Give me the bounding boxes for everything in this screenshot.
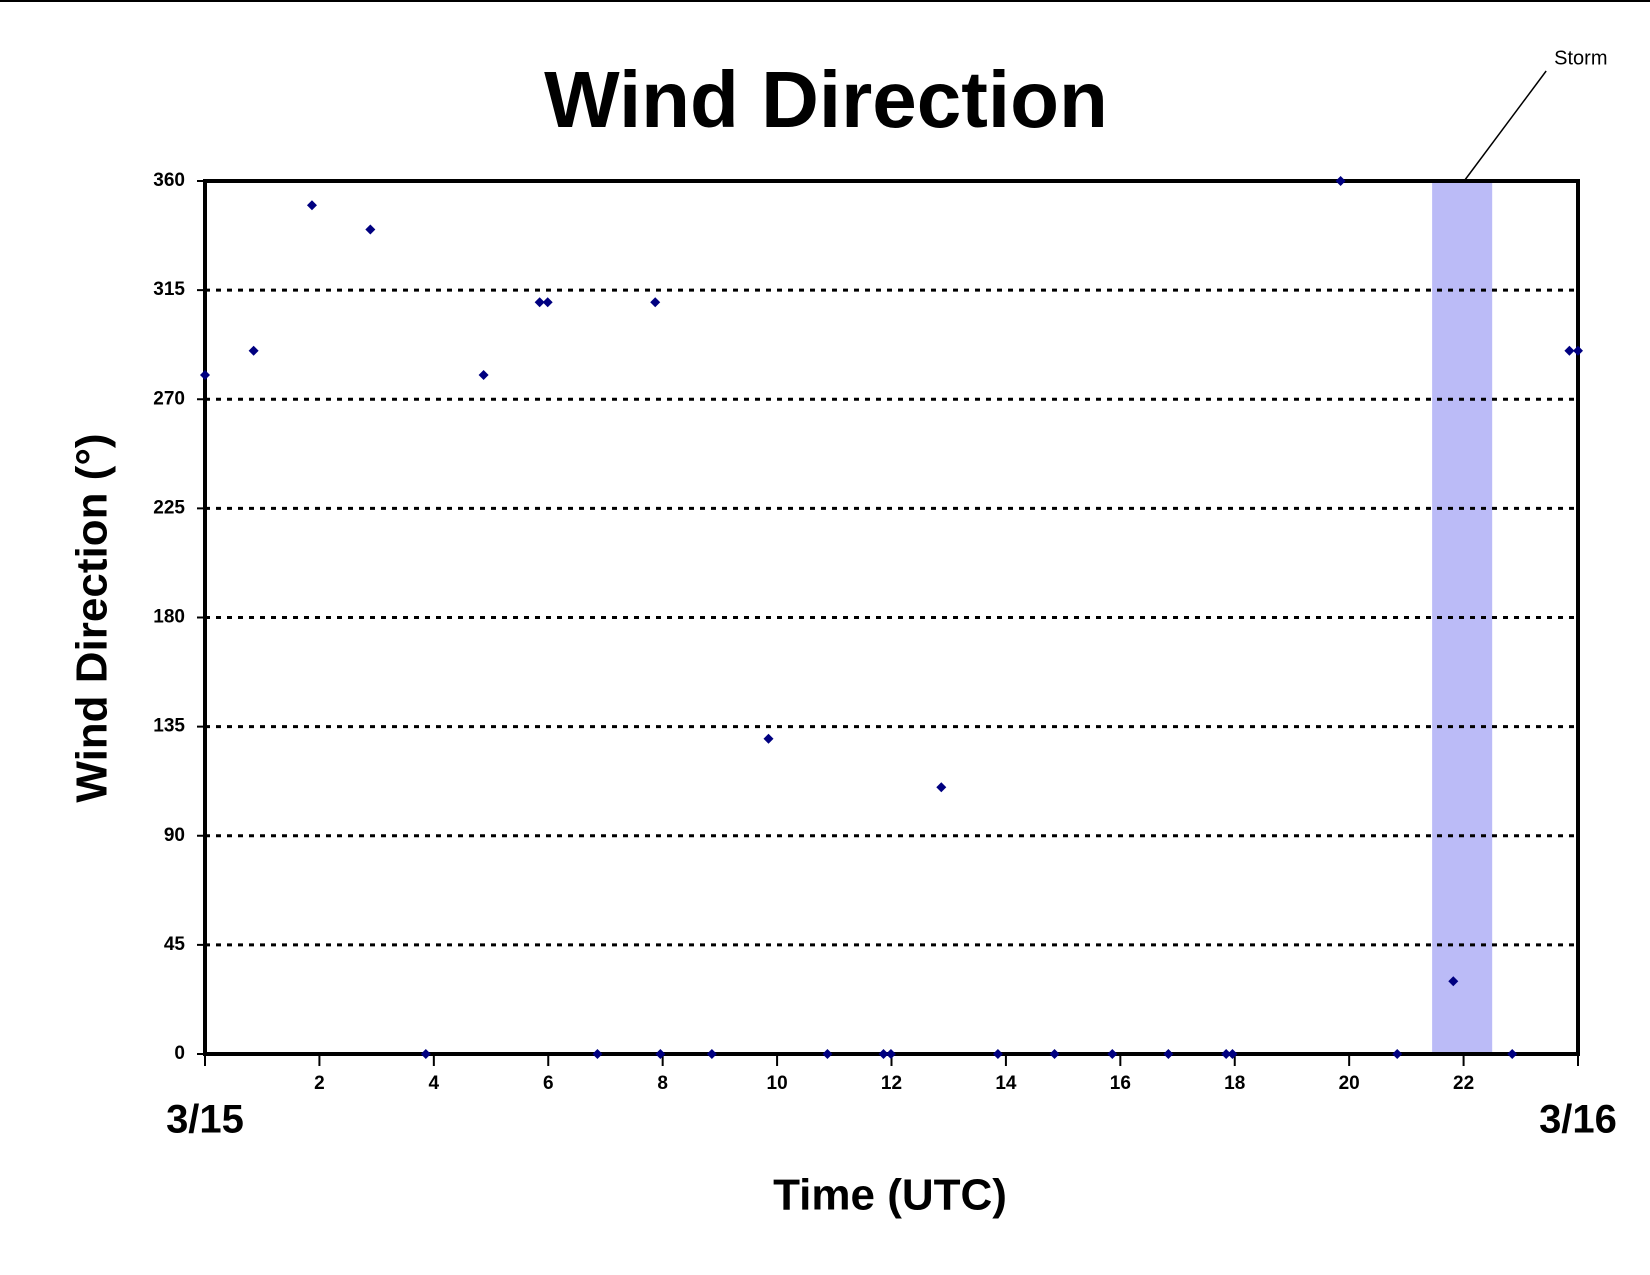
y-tick-label: 135	[153, 716, 185, 737]
data-point	[1049, 1049, 1060, 1059]
data-point	[763, 733, 774, 744]
data-point	[592, 1049, 603, 1059]
data-point	[1221, 1049, 1232, 1059]
x-tick-label: 12	[881, 1073, 902, 1094]
x-axis-label: Time (UTC)	[773, 1171, 1007, 1220]
data-point	[478, 370, 489, 380]
x-tick-label: 10	[767, 1073, 788, 1094]
data-point	[1227, 1049, 1238, 1059]
annotation-line	[1463, 70, 1547, 182]
x-tick-label: 18	[1224, 1073, 1245, 1094]
data-point	[200, 370, 210, 380]
data-point	[822, 1049, 833, 1059]
data-point	[936, 782, 947, 793]
y-tick-label: 360	[153, 170, 185, 191]
data-point	[650, 297, 661, 308]
y-tick-label: 90	[164, 825, 185, 846]
data-point	[420, 1049, 431, 1059]
data-point	[706, 1049, 717, 1059]
x-tick-label: 16	[1110, 1073, 1131, 1094]
data-point	[885, 1049, 896, 1059]
x-tick-label: 8	[657, 1073, 668, 1094]
x-tick-label: 22	[1453, 1073, 1474, 1094]
date-label: 3/15	[166, 1098, 244, 1142]
data-point	[248, 345, 259, 356]
data-point	[655, 1049, 666, 1059]
date-label: 3/16	[1539, 1098, 1617, 1142]
data-point	[1163, 1049, 1174, 1059]
data-point	[1335, 176, 1346, 186]
data-point	[306, 200, 317, 211]
y-tick-label: 315	[153, 279, 185, 300]
x-tick-label: 4	[429, 1073, 440, 1094]
data-point	[1564, 345, 1575, 356]
data-point	[534, 297, 545, 308]
data-point	[1573, 345, 1583, 356]
y-tick-label: 45	[164, 934, 186, 955]
data-point	[1507, 1049, 1518, 1059]
x-tick-label: 14	[995, 1073, 1017, 1094]
data-point	[1448, 976, 1459, 987]
y-axis-label: Wind Direction (°)	[68, 433, 117, 802]
data-point	[542, 297, 553, 308]
annotation: Storm	[1554, 47, 1607, 69]
y-tick-label: 180	[153, 607, 185, 628]
chart-title: Wind Direction	[544, 55, 1108, 144]
data-point	[878, 1049, 889, 1059]
y-tick-label: 0	[174, 1043, 185, 1064]
data-point	[1392, 1049, 1403, 1059]
data-point	[1107, 1049, 1118, 1059]
x-tick-label: 2	[314, 1073, 325, 1094]
data-point	[365, 224, 376, 235]
y-tick-label: 225	[153, 497, 185, 518]
x-tick-label: 20	[1339, 1073, 1360, 1094]
data-point	[992, 1049, 1003, 1059]
x-tick-label: 6	[543, 1073, 554, 1094]
y-tick-label: 270	[153, 388, 185, 409]
